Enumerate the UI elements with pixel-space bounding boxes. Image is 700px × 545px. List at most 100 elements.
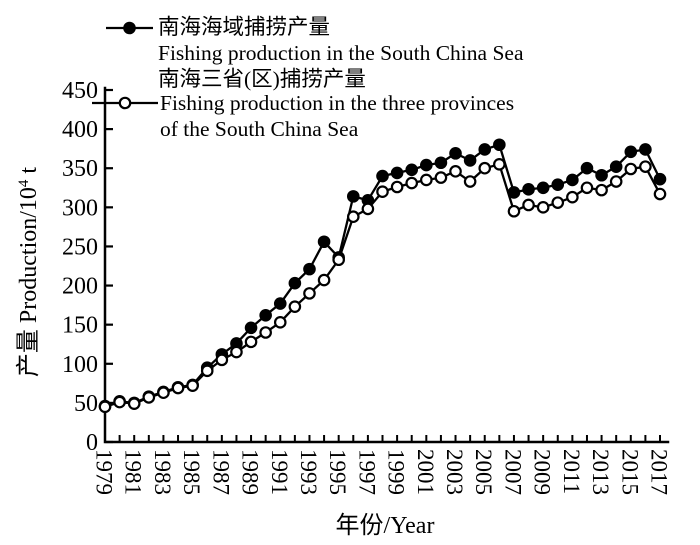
series-total-point-1989 xyxy=(244,321,258,335)
series-total-point-1996 xyxy=(346,190,360,203)
series-provinces-point-2009 xyxy=(536,201,550,214)
legend-dot-open xyxy=(118,96,132,110)
series-provinces-point-1985 xyxy=(186,379,199,392)
y-tick-label-150: 150 xyxy=(62,313,98,339)
legend-marker-open-circle xyxy=(92,96,158,110)
series-total-point-2005 xyxy=(478,143,492,156)
series-provinces-point-1990 xyxy=(259,326,272,339)
legend-series2-label-en-line2: of the South China Sea xyxy=(160,117,359,141)
series-total-point-2017 xyxy=(653,172,667,186)
y-tick-label-200: 200 xyxy=(62,274,98,300)
x-tick-label-1997: 1997 xyxy=(354,449,379,495)
series-total-point-2003 xyxy=(449,147,462,160)
series-provinces-point-1983 xyxy=(157,386,170,400)
series-total-point-1994 xyxy=(317,235,331,249)
series-provinces-point-2013 xyxy=(595,183,608,197)
series-total-point-1998 xyxy=(376,169,389,183)
legend: 南海海域捕捞产量 Fishing production in the South… xyxy=(92,15,524,141)
legend-dot-filled xyxy=(123,21,136,35)
series-provinces-point-2016 xyxy=(639,160,652,173)
series-total-point-2006 xyxy=(493,138,506,152)
legend-series1-label-en: Fishing production in the South China Se… xyxy=(158,41,524,65)
series-total-south-china-sea xyxy=(98,138,667,413)
series-provinces-point-2014 xyxy=(609,175,623,188)
series-provinces-point-2017 xyxy=(653,187,667,201)
series-provinces-point-1980 xyxy=(113,395,126,409)
x-tick-label-2009: 2009 xyxy=(530,449,555,495)
series-provinces-point-1984 xyxy=(171,381,185,395)
series-provinces-point-1995 xyxy=(332,253,345,267)
legend-series1-label-zh: 南海海域捕捞产量 xyxy=(158,15,330,39)
legend-series2-label-zh: 南海三省(区)捕捞产量 xyxy=(158,67,366,91)
x-tick-label-2013: 2013 xyxy=(588,449,613,495)
series-provinces-point-1998 xyxy=(376,185,389,198)
series-provinces-point-1986 xyxy=(200,364,214,378)
y-axis-title: 产量 Production/104 t xyxy=(15,167,42,378)
series-total-point-2012 xyxy=(580,161,594,175)
y-tick-label-250: 250 xyxy=(62,234,98,260)
x-tick-label-1999: 1999 xyxy=(384,449,409,495)
series-total-point-1991 xyxy=(273,297,287,310)
y-tick-label-350: 350 xyxy=(62,156,98,182)
series-provinces-point-1991 xyxy=(273,316,287,329)
series-provinces-point-1988 xyxy=(230,345,243,359)
series-total-point-1999 xyxy=(390,166,404,180)
series-total-point-2002 xyxy=(434,156,448,170)
x-tick-label-2011: 2011 xyxy=(559,449,584,494)
series-provinces-point-1997 xyxy=(361,202,375,216)
series-provinces-point-2006 xyxy=(493,158,506,171)
x-tick-label-1979: 1979 xyxy=(92,449,117,495)
y-tick-label-300: 300 xyxy=(62,195,98,221)
x-tick-label-2001: 2001 xyxy=(413,449,438,495)
series-total-point-2016 xyxy=(639,143,652,156)
series-total-point-2008 xyxy=(522,183,535,196)
series-provinces-point-2004 xyxy=(463,175,477,188)
x-axis-ticks xyxy=(104,435,661,442)
legend-series2-label-en-line1: Fishing production in the three province… xyxy=(160,91,514,115)
y-tick-label-100: 100 xyxy=(62,352,98,378)
series-total-point-2013 xyxy=(595,168,608,182)
series-provinces-point-1992 xyxy=(288,300,302,313)
series-provinces-point-1996 xyxy=(346,210,360,224)
series-total-point-1992 xyxy=(288,276,302,290)
x-tick-label-2007: 2007 xyxy=(500,449,525,495)
x-tick-label-1983: 1983 xyxy=(150,449,175,495)
series-provinces-point-1993 xyxy=(303,287,316,300)
series-total-point-2010 xyxy=(551,178,565,191)
series-total-point-1990 xyxy=(259,308,272,322)
series-total-point-2004 xyxy=(463,154,477,167)
series-provinces-point-2015 xyxy=(624,162,638,176)
series-provinces-point-2011 xyxy=(566,190,579,204)
y-tick-label-400: 400 xyxy=(62,117,98,143)
series-provinces-point-1999 xyxy=(390,180,404,194)
x-tick-label-1991: 1991 xyxy=(267,449,292,495)
series-provinces-point-1987 xyxy=(215,353,229,367)
series-provinces-point-2012 xyxy=(580,181,594,195)
series-provinces-point-2010 xyxy=(551,196,565,209)
x-tick-label-2015: 2015 xyxy=(617,449,642,495)
series-provinces-point-1982 xyxy=(142,391,156,404)
x-axis-tick-labels: 1979 1981 1983 1985 1987 1989 1991 1993 1995 1997… xyxy=(92,449,672,495)
x-tick-label-1987: 1987 xyxy=(208,449,233,495)
y-tick-label-0: 0 xyxy=(86,430,98,456)
y-tick-label-450: 450 xyxy=(62,78,98,104)
x-tick-label-1981: 1981 xyxy=(121,449,146,495)
x-axis-title: 年份/Year xyxy=(336,512,435,539)
x-tick-label-1995: 1995 xyxy=(325,449,350,495)
series-total-point-2014 xyxy=(609,160,623,173)
series-provinces-point-1979 xyxy=(98,400,112,414)
series-total-point-2015 xyxy=(624,145,638,159)
series-total-point-2009 xyxy=(536,181,550,195)
series-total-point-2001 xyxy=(420,158,433,172)
series-total-point-2011 xyxy=(566,173,579,187)
x-tick-label-1993: 1993 xyxy=(296,449,321,495)
series-provinces-point-2001 xyxy=(420,173,433,187)
legend-marker-filled-circle xyxy=(106,21,153,35)
series-provinces-point-2005 xyxy=(478,161,492,175)
series-total-point-2000 xyxy=(405,163,419,177)
x-tick-label-2003: 2003 xyxy=(442,449,467,495)
series-provinces-point-1989 xyxy=(244,335,258,349)
series-provinces-point-1981 xyxy=(127,397,141,410)
series-provinces-point-2008 xyxy=(522,198,535,212)
